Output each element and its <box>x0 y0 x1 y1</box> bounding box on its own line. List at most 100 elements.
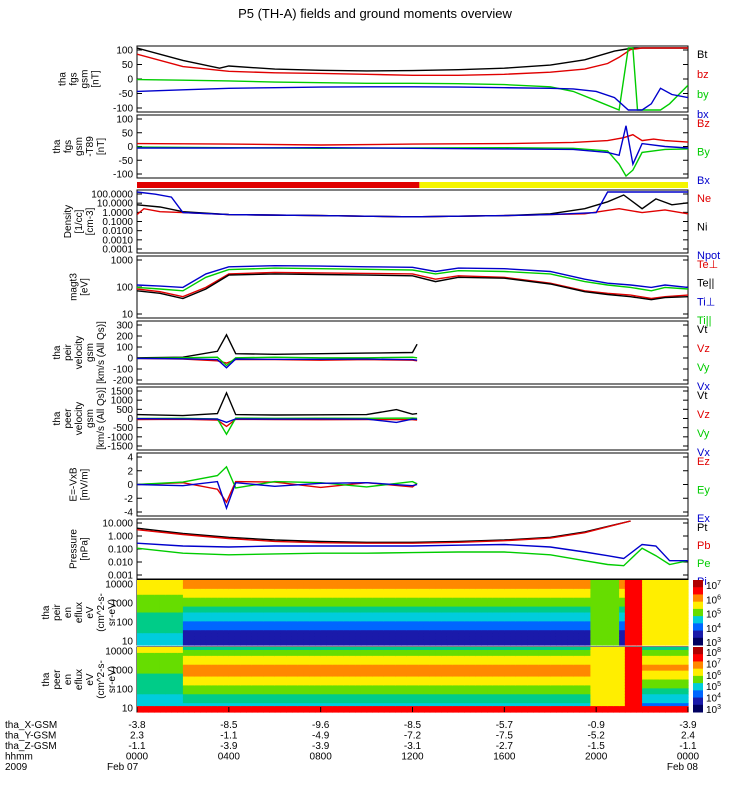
spectrogram-cell <box>561 655 569 660</box>
spectrogram-cell <box>418 600 425 605</box>
spectrogram-cell <box>653 636 660 640</box>
spectrogram-cell <box>194 709 201 713</box>
spectrogram-cell <box>165 624 173 628</box>
spectrogram-cell <box>561 618 569 622</box>
spectrogram-cell <box>137 615 144 620</box>
spectrogram-cell <box>550 673 557 678</box>
spectrogram-cell <box>452 676 460 681</box>
spectrogram-cell <box>309 618 316 622</box>
spectrogram-cell <box>544 636 551 640</box>
spectrogram-cell <box>665 639 672 643</box>
spectrogram-cell <box>228 597 236 602</box>
spectrogram-cell <box>159 618 167 622</box>
spectrogram-cell <box>624 615 632 620</box>
spectrogram-cell <box>619 691 626 695</box>
spectrogram-cell <box>596 609 603 614</box>
spectrogram-cell <box>578 606 586 611</box>
spectrogram-cell <box>515 709 523 713</box>
spectrogram-cell <box>194 582 201 587</box>
spectrogram-cell <box>228 652 236 657</box>
spectrogram-cell <box>142 580 150 584</box>
spectrogram-cell <box>429 679 437 684</box>
spectrogram-cell <box>182 615 190 620</box>
spectrogram-cell <box>148 706 155 710</box>
spectrogram-cell <box>464 624 471 628</box>
spectrogram-cell <box>515 667 523 672</box>
spectrogram-cell <box>360 703 368 707</box>
spectrogram-cell <box>682 652 689 657</box>
series-line-Vx <box>137 357 418 369</box>
spectrogram-cell <box>527 624 534 628</box>
spectrogram-cell <box>475 606 482 611</box>
spectrogram-cell <box>636 606 643 611</box>
series-line-Bt <box>137 47 688 72</box>
spectrogram-cell <box>177 621 184 625</box>
legend-label: Vt <box>697 390 707 402</box>
spectrogram-cell <box>211 580 218 584</box>
spectrogram-cell <box>418 609 425 614</box>
spectrogram-cell <box>234 633 241 637</box>
spectrogram-cell <box>343 652 350 657</box>
spectrogram-cell <box>257 647 264 651</box>
spectrogram-cell <box>670 709 678 713</box>
spectrogram-cell <box>223 633 230 637</box>
spectrogram-cell <box>515 658 523 663</box>
spectrogram-cell <box>234 688 241 692</box>
spectrogram-cell <box>469 621 477 625</box>
spectrogram-cell <box>269 703 276 707</box>
spectrogram-cell <box>200 694 207 698</box>
spectrogram-cell <box>561 706 569 710</box>
spectrogram-cell <box>498 709 505 713</box>
spectrogram-cell <box>567 612 574 617</box>
spectrogram-cell <box>137 591 144 596</box>
spectrogram-cell <box>137 709 144 713</box>
spectrogram-cell <box>573 691 580 695</box>
spectrogram-cell <box>349 642 356 646</box>
spectrogram-cell <box>607 603 614 608</box>
spectrogram-cell <box>452 647 460 651</box>
spectrogram-cell <box>309 709 316 713</box>
spectrogram-cell <box>240 636 247 640</box>
spectrogram-cell <box>395 582 402 587</box>
spectrogram-cell <box>211 652 218 657</box>
spectrogram-cell <box>561 664 569 669</box>
spectrogram-cell <box>435 582 442 587</box>
spectrogram-cell <box>630 597 637 602</box>
spectrogram-cell <box>682 591 689 596</box>
spectrogram-cell <box>251 642 259 646</box>
spectrogram-cell <box>659 655 666 660</box>
spectrogram-cell <box>182 606 190 611</box>
spectrogram-cell <box>481 676 488 681</box>
spectrogram-cell <box>263 685 270 689</box>
spectrogram-cell <box>613 639 620 643</box>
spectrogram-cell <box>240 676 247 681</box>
spectrogram-cell <box>613 612 620 617</box>
spectrogram-cell <box>297 580 305 584</box>
spectrogram-cell <box>464 673 471 678</box>
spectrogram-cell <box>303 594 310 599</box>
spectrogram-cell <box>458 676 465 681</box>
spectrogram-cell <box>378 594 385 599</box>
spectrogram-cell <box>343 580 350 584</box>
spectrogram-cell <box>659 709 666 713</box>
spectrogram-cell <box>636 621 643 625</box>
spectrogram-cell <box>423 661 431 666</box>
spectrogram-cell <box>487 688 494 692</box>
spectrogram-cell <box>481 691 488 695</box>
spectrogram-cell <box>383 709 391 713</box>
ytick-label: 0.0100 <box>102 226 133 237</box>
spectrogram-cell <box>194 609 201 614</box>
spectrogram-cell <box>406 700 414 704</box>
spectrogram-cell <box>676 647 683 651</box>
spectrogram-cell <box>240 585 247 590</box>
spectrogram-cell <box>441 612 448 617</box>
spectrogram-cell <box>659 664 666 669</box>
spectrogram-cell <box>251 697 259 701</box>
spectrogram-cell <box>682 624 689 628</box>
spectrogram-cell <box>584 609 592 614</box>
spectrogram-cell <box>676 580 683 584</box>
spectrogram-cell <box>194 597 201 602</box>
spectrogram-cell <box>349 673 356 678</box>
ylabel-line: gsm <box>85 343 96 362</box>
spectrogram-cell <box>182 612 190 617</box>
